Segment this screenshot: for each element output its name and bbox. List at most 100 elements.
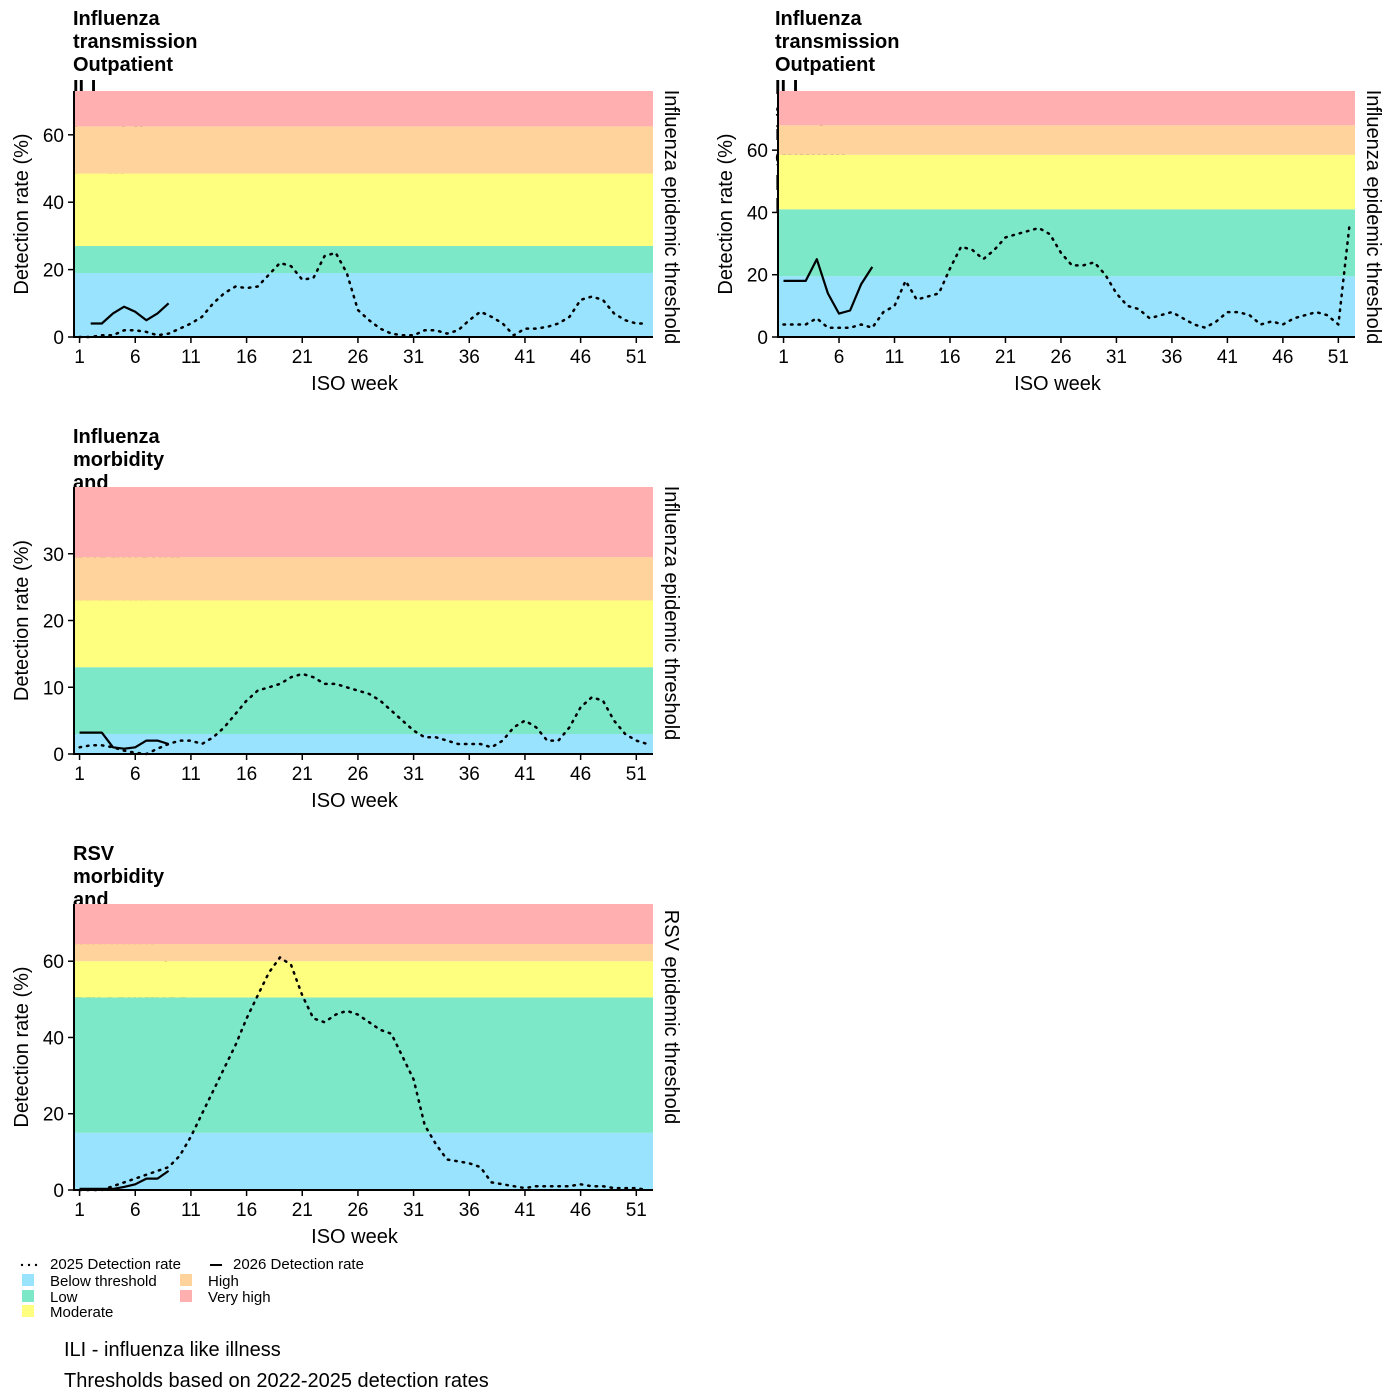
- epidemic-threshold-label: RSV epidemic threshold: [660, 910, 682, 1125]
- y-tick-label: 20: [747, 266, 768, 287]
- x-tick-label: 51: [626, 1200, 647, 1221]
- x-tick-label: 6: [130, 1200, 141, 1221]
- y-tick-label: 20: [43, 612, 64, 633]
- x-tick-label: 1: [74, 347, 85, 368]
- x-tick-label: 16: [236, 347, 257, 368]
- band-below-threshold: [778, 276, 1355, 337]
- band-high: [74, 126, 653, 174]
- x-tick-label: 41: [514, 347, 535, 368]
- band-very-high: [74, 91, 653, 127]
- x-tick-label: 31: [1106, 347, 1127, 368]
- x-tick-label: 21: [292, 347, 313, 368]
- footnote-ili: ILI - influenza like illness: [64, 1339, 281, 1361]
- legend-swatch-moderate: [22, 1305, 34, 1317]
- x-tick-label: 11: [181, 764, 201, 785]
- band-high: [74, 944, 653, 962]
- y-tick-label: 0: [757, 328, 768, 349]
- x-tick-label: 31: [403, 764, 424, 785]
- series-line-2025: [782, 223, 1351, 329]
- band-low: [778, 209, 1355, 277]
- x-tick-label: 36: [459, 764, 480, 785]
- y-tick-label: 0: [53, 1181, 64, 1202]
- x-tick-label: 51: [626, 764, 647, 785]
- x-tick-label: 16: [236, 1200, 257, 1221]
- y-tick-label: 20: [43, 261, 64, 282]
- x-axis-title: ISO week: [311, 373, 399, 395]
- legend-label-high: High: [208, 1273, 239, 1290]
- x-axis-title: ISO week: [311, 1226, 399, 1248]
- series-line-2025: [78, 956, 649, 1192]
- band-high: [74, 557, 653, 601]
- x-tick-label: 16: [236, 764, 257, 785]
- x-tick-label: 1: [778, 347, 789, 368]
- x-tick-label: 46: [1272, 347, 1293, 368]
- legend-swatch-very-high: [180, 1290, 192, 1302]
- legend-key-2026-solid: [210, 1264, 222, 1266]
- band-very-high: [74, 904, 653, 945]
- x-tick-label: 6: [130, 347, 141, 368]
- band-low: [74, 246, 653, 273]
- band-below-threshold: [74, 272, 653, 337]
- band-low: [74, 667, 653, 734]
- legend-label-2025: 2025 Detection rate: [50, 1256, 181, 1273]
- epidemic-threshold-label: Influenza epidemic threshold: [1362, 90, 1384, 345]
- series-line-2026: [79, 1169, 170, 1190]
- series-line-2025: [78, 251, 649, 339]
- y-tick-label: 30: [43, 545, 64, 566]
- x-tick-label: 36: [459, 1200, 480, 1221]
- legend-swatch-below-threshold: [22, 1274, 34, 1286]
- x-tick-label: 26: [347, 764, 368, 785]
- x-tick-label: 26: [347, 347, 368, 368]
- x-tick-label: 1: [74, 1200, 85, 1221]
- legend-key-2025-dotted: [20, 1263, 38, 1267]
- x-tick-label: 36: [1161, 347, 1182, 368]
- x-tick-label: 1: [74, 764, 85, 785]
- y-axis-title: Detection rate (%): [11, 966, 33, 1127]
- legend-swatch-low: [22, 1290, 34, 1302]
- series-line-2026: [783, 258, 874, 315]
- band-moderate: [74, 600, 653, 668]
- band-below-threshold: [74, 733, 653, 754]
- x-tick-label: 21: [995, 347, 1016, 368]
- y-tick-label: 20: [43, 1105, 64, 1126]
- legend-label-2026: 2026 Detection rate: [233, 1256, 364, 1273]
- x-tick-label: 26: [347, 1200, 368, 1221]
- y-tick-label: 40: [43, 1028, 64, 1049]
- band-moderate: [74, 173, 653, 247]
- x-tick-label: 46: [570, 1200, 591, 1221]
- x-axis-title: ISO week: [1014, 373, 1102, 395]
- band-high: [778, 125, 1355, 155]
- band-moderate: [778, 154, 1355, 210]
- x-tick-label: 41: [514, 764, 535, 785]
- band-very-high: [74, 487, 653, 558]
- y-axis-title: Detection rate (%): [11, 133, 33, 294]
- y-tick-label: 0: [53, 745, 64, 766]
- y-tick-label: 60: [43, 126, 64, 147]
- legend-label-moderate: Moderate: [50, 1304, 114, 1321]
- y-tick-label: 0: [53, 328, 64, 349]
- legend-label-very-high: Very high: [208, 1289, 271, 1306]
- epidemic-threshold-label: Influenza epidemic threshold: [660, 90, 682, 345]
- x-tick-label: 46: [570, 764, 591, 785]
- footnote-thresholds: Thresholds based on 2022-2025 detection …: [64, 1370, 489, 1392]
- y-tick-label: 60: [747, 141, 768, 162]
- x-tick-label: 11: [181, 347, 201, 368]
- x-tick-label: 26: [1050, 347, 1071, 368]
- x-tick-label: 6: [130, 764, 141, 785]
- x-axis-title: ISO week: [311, 790, 399, 812]
- x-tick-label: 31: [403, 1200, 424, 1221]
- x-tick-label: 41: [514, 1200, 535, 1221]
- y-axis-title: Detection rate (%): [11, 540, 33, 701]
- x-tick-label: 21: [292, 1200, 313, 1221]
- y-tick-label: 60: [43, 952, 64, 973]
- y-tick-label: 40: [43, 193, 64, 214]
- series-line-2025: [78, 672, 649, 756]
- series-line-2026: [90, 302, 170, 325]
- x-tick-label: 11: [885, 347, 905, 368]
- x-tick-label: 16: [939, 347, 960, 368]
- x-tick-label: 51: [1328, 347, 1349, 368]
- band-moderate: [74, 961, 653, 998]
